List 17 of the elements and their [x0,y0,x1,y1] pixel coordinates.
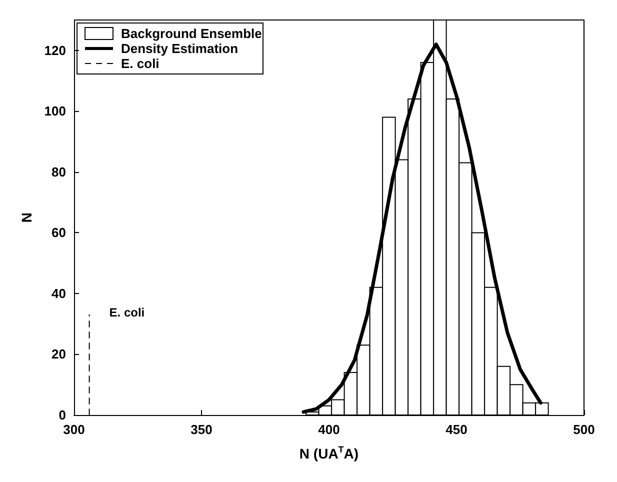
x-tick-label: 300 [63,422,85,437]
x-tick-label: 450 [446,422,468,437]
legend-label: Density Estimation [121,41,238,56]
x-tick-label: 350 [190,422,212,437]
y-tick-label: 60 [52,225,66,240]
y-tick-label: 40 [52,286,66,301]
y-tick-label: 120 [44,42,66,58]
text: E. coli [109,306,145,320]
y-tick-label: 0 [58,408,66,422]
legend-label: Background Ensemble [121,26,262,41]
x-tick-label: 400 [318,422,340,437]
legend-label: E. coli [121,56,160,71]
y-axis-title: N [18,212,34,223]
x-tick-label: 500 [573,422,595,437]
y-tick-label: 20 [52,346,66,362]
y-tick-label: 80 [52,164,66,180]
y-tick-label: 100 [44,104,66,119]
